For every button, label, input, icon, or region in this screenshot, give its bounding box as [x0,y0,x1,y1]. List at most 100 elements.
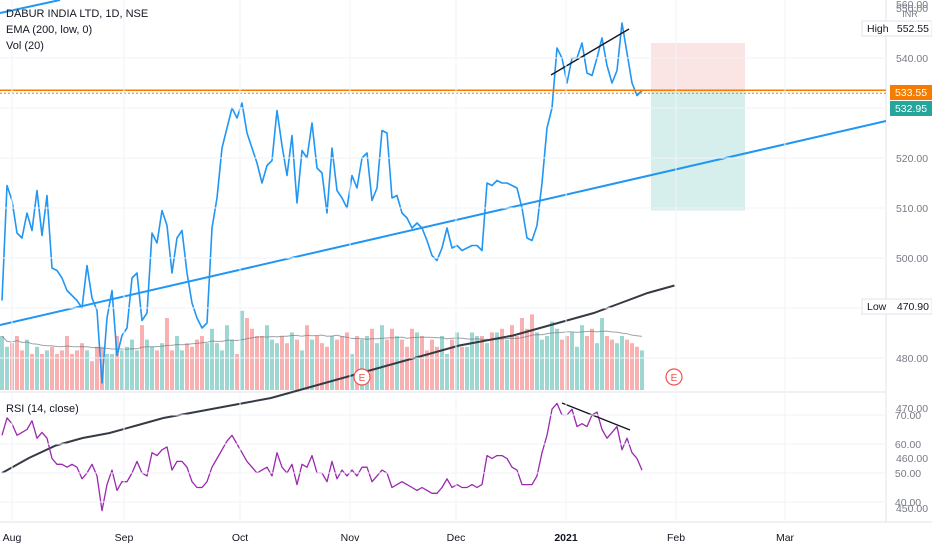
volume-bar [210,328,214,390]
time-tick-label: Oct [232,532,248,544]
volume-bar [110,354,114,390]
rsi-line [1,402,643,512]
volume-bar [175,336,179,390]
volume-bar [170,350,174,390]
low-value: 470.90 [897,301,929,313]
price-tick-label: 550.00 [896,3,928,15]
resistance-price-tag: 533.55 [890,85,932,100]
rsi-divergence-line[interactable] [561,402,631,431]
volume-bar [540,339,544,390]
volume-bar [155,350,159,390]
price-tick-label: 560.00 [896,0,928,11]
volume-bar [590,328,594,390]
volume-bar [530,314,534,390]
volume-bar [640,350,644,390]
volume-bar [205,343,209,390]
rsi-tick-label: 40.00 [895,497,921,509]
price-tick-label: 520.00 [896,153,928,165]
volume-bar [145,339,149,390]
volume-bar [260,336,264,390]
volume-bar [75,350,79,390]
price-divergence-line[interactable] [550,28,630,76]
volume-bar [0,336,4,390]
high-marker: High 552.55 [861,20,932,37]
volume-bar [190,346,194,390]
volume-bar [100,346,104,390]
volume-bar [320,343,324,390]
profit-target-zone[interactable] [651,90,745,211]
volume-bar [535,332,539,390]
earnings-marker[interactable]: E [665,368,683,386]
volume-bar [120,350,124,390]
volume-bar [180,350,184,390]
main-legend[interactable]: DABUR INDIA LTD, 1D, NSE EMA (200, low, … [6,6,148,54]
volume-bar [280,336,284,390]
volume-bar [435,346,439,390]
ema-legend[interactable]: EMA (200, low, 0) [6,24,93,36]
volume-bar [525,328,529,390]
volume-bar [245,318,249,390]
volume-bar [25,339,29,390]
stop-loss-zone[interactable] [651,43,745,91]
volume-bar [340,336,344,390]
earnings-marker[interactable]: E [353,368,371,386]
volume-legend[interactable]: Vol (20) [6,40,44,52]
volume-ma-line [1,330,643,350]
volume-bar [325,346,329,390]
rsi-legend[interactable]: RSI (14, close) [6,403,79,415]
volume-bar [465,346,469,390]
time-tick-label: Dec [447,532,466,544]
time-tick-label: Mar [776,532,795,544]
symbol-title[interactable]: DABUR INDIA LTD, 1D, NSE [6,8,149,20]
volume-bar [185,343,189,390]
volume-bar [135,350,139,390]
time-tick-label: Sep [115,532,134,544]
volume-bar [480,336,484,390]
volume-bar [240,310,244,390]
volume-bar [505,339,509,390]
price-line [1,22,643,384]
resistance-price-value: 533.55 [895,87,927,99]
volume-bar [625,339,629,390]
support-trendline[interactable] [0,120,887,326]
volume-bar [585,336,589,390]
volume-bar [615,343,619,390]
volume-bar [550,321,554,390]
volume-bar [430,339,434,390]
volume-bar [355,336,359,390]
volume-bar [230,339,234,390]
volume-bar [95,346,99,390]
volume-bar [235,354,239,390]
volume-bar [490,332,494,390]
upper-trendline[interactable] [0,0,61,14]
volume-bar [400,339,404,390]
volume-bar [470,332,474,390]
volume-bar [310,339,314,390]
volume-bar [370,328,374,390]
volume-bar [85,350,89,390]
volume-bar [375,343,379,390]
volume-bar [250,328,254,390]
last-price-tag: 532.95 [890,101,932,116]
earnings-marker-label: E [671,373,678,384]
volume-bar [520,318,524,390]
price-tick-label: 540.00 [896,53,928,65]
volume-bar [500,328,504,390]
volume-bar [160,343,164,390]
volume-bar [600,318,604,390]
time-tick-label: 2021 [554,532,578,544]
volume-bar [130,339,134,390]
price-tick-label: 450.00 [896,503,928,515]
volume-bar [30,354,34,390]
volume-bar [290,332,294,390]
volume-bar [80,343,84,390]
volume-bar [295,339,299,390]
volume-bar [5,346,9,390]
volume-bar [630,343,634,390]
volume-bar [450,339,454,390]
volume-bar [45,350,49,390]
time-tick-label: Feb [667,532,685,544]
volume-bar [285,343,289,390]
